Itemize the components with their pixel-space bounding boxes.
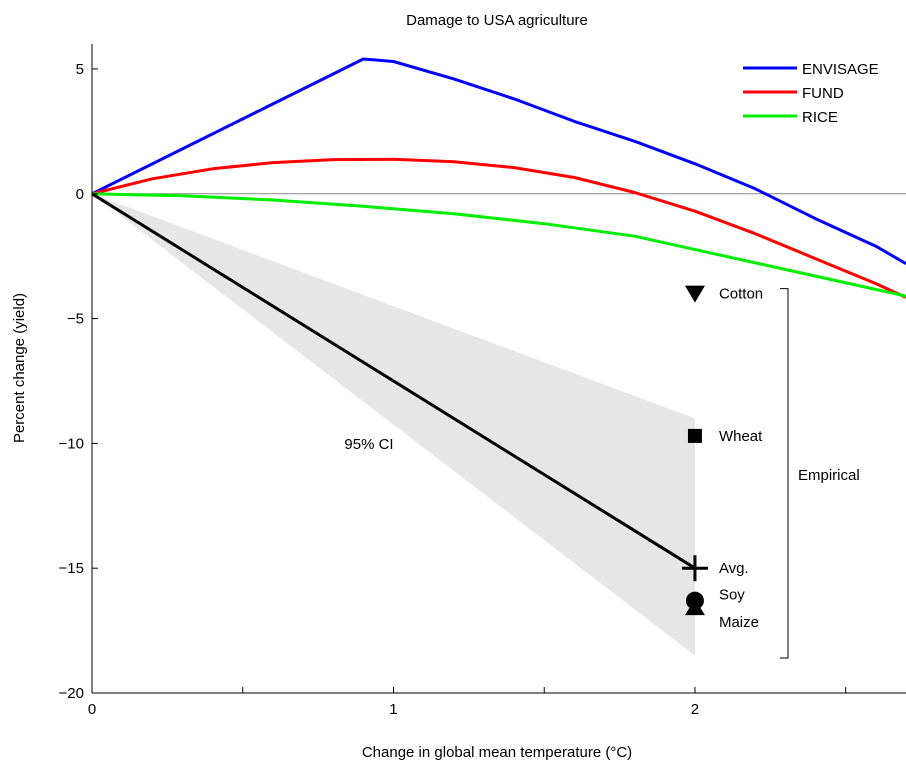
y-tick-label: −10: [59, 435, 84, 452]
tick-layer: 0 1 2 5 0 −5 −10 −15 −20: [59, 61, 847, 718]
y-tick-label: −15: [59, 560, 84, 577]
ci-band-label: 95% CI: [344, 436, 393, 453]
series-line-envisage: [91, 57, 906, 265]
marker-avg: [681, 555, 708, 582]
marker-cotton-label: Cotton: [719, 286, 763, 303]
marker-avg-label: Avg.: [719, 560, 749, 577]
marker-maize: [684, 599, 705, 616]
marker-maize-label: Maize: [719, 614, 759, 631]
y-tick-label: −20: [59, 685, 84, 702]
axes-layer: [91, 44, 906, 694]
x-tick-label: 2: [691, 701, 699, 718]
marker-wheat: [687, 428, 702, 443]
y-tick-label: −5: [67, 311, 84, 328]
empirical-bracket-line: [780, 288, 789, 659]
series-line-fund: [91, 157, 906, 299]
legend-label-fund: FUND: [802, 85, 844, 102]
marker-wheat-label: Wheat: [719, 428, 763, 445]
chart-title: Damage to USA agriculture: [406, 12, 588, 29]
empirical-label: Empirical: [798, 467, 860, 484]
legend-label-rice: RICE: [802, 109, 838, 126]
legend: ENVISAGE FUND RICE: [743, 61, 879, 126]
legend-label-envisage: ENVISAGE: [802, 61, 879, 78]
series-line-rice: [91, 192, 906, 298]
ci-band-layer: [92, 193, 695, 656]
y-tick-label: 5: [76, 61, 84, 78]
empirical-markers-layer: Cotton Wheat Avg. Soy Maize: [681, 285, 763, 631]
x-tick-label: 0: [88, 701, 96, 718]
y-axis-title: Percent change (yield): [11, 293, 28, 443]
x-axis-title: Change in global mean temperature (°C): [362, 744, 632, 761]
empirical-bracket: [780, 288, 789, 659]
marker-soy-label: Soy: [719, 587, 745, 604]
marker-cotton: [684, 285, 705, 303]
ci-band: [92, 193, 695, 656]
x-tick-label: 1: [389, 701, 397, 718]
series-line-average: [91, 192, 696, 570]
y-tick-label: 0: [76, 186, 84, 203]
series-layer: [91, 57, 906, 570]
